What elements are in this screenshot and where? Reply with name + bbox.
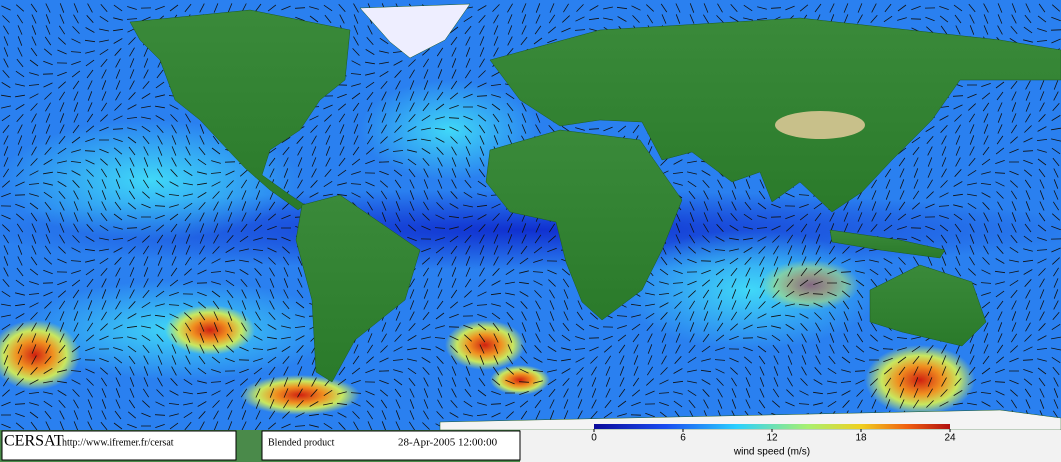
colorbar-tick-label: 12: [766, 433, 778, 444]
colorbar: [594, 424, 950, 429]
url: http://www.ifremer.fr/cersat: [62, 437, 174, 448]
product-date: 28-Apr-2005 12:00:00: [398, 437, 498, 449]
colorbar-tick-label: 18: [855, 433, 867, 444]
colorbar-tick-label: 24: [944, 433, 956, 444]
product-name: Blended product: [268, 437, 335, 448]
brand-box: [1, 430, 237, 461]
colorbar-tick-label: 6: [680, 433, 686, 444]
product-box: [261, 430, 521, 461]
brand: CERSAT: [4, 433, 64, 450]
footer: CERSAT http://www.ifremer.fr/cersat Blen…: [0, 424, 1061, 462]
colorbar-tick-label: 0: [591, 433, 597, 444]
land: [129, 3, 1061, 431]
colorbar-label: wind speed (m/s): [733, 447, 810, 458]
